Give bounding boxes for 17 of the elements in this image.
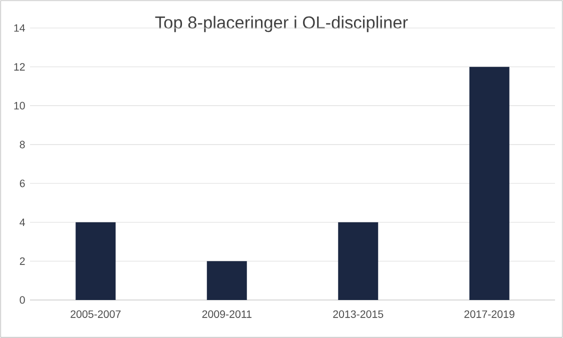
- bar: [469, 66, 510, 300]
- bar: [206, 261, 247, 300]
- x-tick-label: 2013-2015: [333, 310, 384, 318]
- chart-title: Top 8-placeringer i OL-discipliner: [155, 16, 408, 32]
- y-tick-label: 2: [20, 257, 25, 265]
- y-tick-label: 4: [20, 218, 25, 226]
- y-tick-label: 12: [14, 63, 25, 71]
- bar: [338, 222, 378, 300]
- x-tick-label: 2017-2019: [464, 310, 514, 318]
- y-tick-label: 14: [14, 24, 25, 32]
- bar: [76, 222, 116, 300]
- y-tick-label: 10: [14, 102, 25, 110]
- x-tick-label: 2005-2007: [70, 310, 121, 318]
- x-tick-label: 2009-2011: [202, 310, 252, 318]
- y-tick-label: 0: [20, 296, 25, 304]
- y-tick-label: 6: [20, 180, 25, 188]
- y-tick-label: 8: [20, 140, 25, 148]
